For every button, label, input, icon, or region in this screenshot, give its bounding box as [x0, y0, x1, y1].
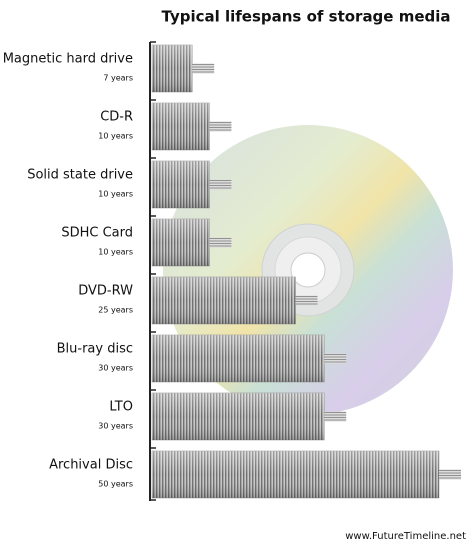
source: www.FutureTimeline.net — [345, 531, 466, 542]
value-label: 25 years — [98, 306, 133, 315]
value-label: 10 years — [98, 132, 133, 141]
bar-pin — [295, 295, 318, 306]
category-label: LTO — [109, 400, 133, 415]
category-label: CD-R — [100, 110, 133, 125]
bar-sheen — [152, 45, 193, 92]
bar-sheen — [152, 161, 210, 208]
bar-sheen — [152, 335, 325, 382]
bar-sheen — [152, 393, 325, 440]
value-label: 30 years — [98, 364, 133, 373]
bar-sheen — [152, 219, 210, 266]
bar-pin — [209, 237, 232, 248]
value-label: 10 years — [98, 248, 133, 257]
chart-title: Typical lifespans of storage media — [162, 8, 451, 26]
bar-sheen — [152, 451, 439, 498]
bar-sheen — [152, 103, 210, 150]
bar-pin — [209, 121, 232, 132]
bar-pin — [324, 411, 347, 422]
category-label: DVD-RW — [78, 284, 133, 299]
category-label: Blu-ray disc — [57, 342, 133, 357]
category-label: Solid state drive — [27, 168, 133, 183]
value-label: 50 years — [98, 480, 133, 489]
value-label: 10 years — [98, 190, 133, 199]
value-label: 7 years — [103, 74, 133, 83]
category-label: Magnetic hard drive — [3, 52, 133, 67]
bar-pin — [192, 63, 215, 74]
bar-pin — [209, 179, 232, 190]
bar-pin — [324, 353, 347, 364]
category-label: SDHC Card — [61, 226, 133, 241]
value-label: 30 years — [98, 422, 133, 431]
category-label: Archival Disc — [49, 458, 133, 473]
bar-sheen — [152, 277, 296, 324]
bar-pin — [439, 469, 461, 480]
